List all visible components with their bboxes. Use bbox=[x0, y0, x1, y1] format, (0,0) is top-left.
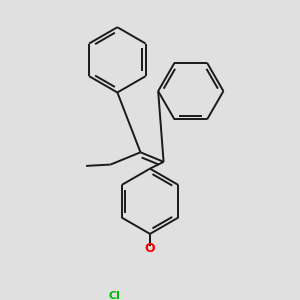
Text: O: O bbox=[145, 242, 155, 255]
Text: Cl: Cl bbox=[108, 291, 120, 300]
